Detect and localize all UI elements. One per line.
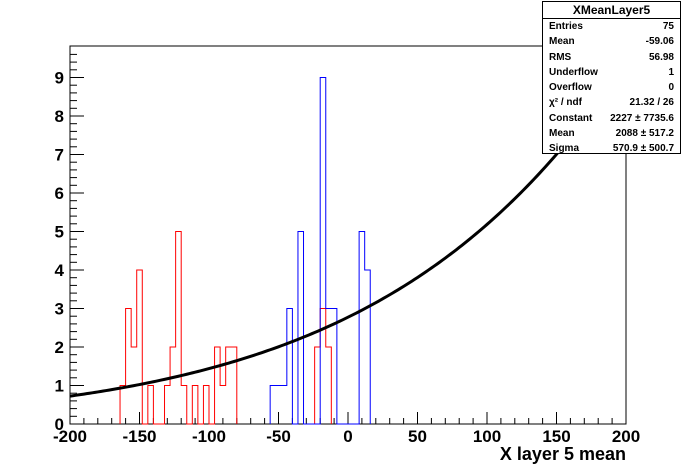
stats-value: 56.98 <box>648 51 674 63</box>
stats-row: Mean 2088 ± 517.2 <box>543 126 680 141</box>
x-tick-label: -200 <box>53 427 87 446</box>
stats-box: XMeanLayer5 Entries 75 Mean -59.06 RMS 56.98 U… <box>542 1 681 154</box>
y-tick-label: 7 <box>55 146 64 165</box>
stats-row: χ² / ndf 21.32 / 26 <box>543 95 680 110</box>
stats-rows: Entries 75 Mean -59.06 RMS 56.98 Underflow 1 Ove… <box>543 19 680 157</box>
y-tick-label: 8 <box>55 107 64 126</box>
x-tick-label: 50 <box>408 427 427 446</box>
stats-box-title: XMeanLayer5 <box>543 2 680 19</box>
stats-value: -59.06 <box>645 36 674 48</box>
stats-key: Mean <box>549 36 575 48</box>
plot-frame <box>69 45 627 425</box>
stats-key: Constant <box>549 112 593 124</box>
x-tick-label: 100 <box>473 427 501 446</box>
histogram-series-outline <box>269 77 371 425</box>
stats-row: Mean -59.06 <box>543 34 680 49</box>
stats-value: 2088 ± 517.2 <box>615 128 674 140</box>
stats-value: 1 <box>668 66 674 78</box>
stats-row: RMS 56.98 <box>543 50 680 65</box>
stats-key: Underflow <box>549 66 598 78</box>
stats-key: RMS <box>549 51 572 63</box>
y-tick-label: 5 <box>55 223 64 242</box>
stats-value: 0 <box>668 82 674 94</box>
x-tick-label: -100 <box>192 427 226 446</box>
stats-row: Entries 75 <box>543 19 680 34</box>
x-tick-label: 0 <box>343 427 352 446</box>
histogram-series <box>119 77 371 425</box>
x-tick-label: -150 <box>122 427 156 446</box>
x-tick-labels: -200 -150 -100 -50 0 50 100 150 200 <box>53 427 640 446</box>
y-tick-label: 6 <box>55 184 64 203</box>
stats-value: 2227 ± 7735.6 <box>610 112 674 124</box>
fit-curve <box>69 123 583 398</box>
stats-row: Sigma 570.9 ± 500.7 <box>543 141 680 156</box>
x-tick-label: 200 <box>612 427 640 446</box>
stats-value: 21.32 / 26 <box>629 97 674 109</box>
x-tick-label: 150 <box>542 427 570 446</box>
x-tick-label: -50 <box>266 427 291 446</box>
stats-value: 570.9 ± 500.7 <box>612 143 674 155</box>
y-tick-label: 2 <box>55 338 64 357</box>
stats-row: Constant 2227 ± 7735.6 <box>543 111 680 126</box>
stats-key: Overflow <box>549 82 592 94</box>
y-tick-labels: 0 1 2 3 4 5 6 7 8 9 <box>55 69 65 435</box>
stats-key: Mean <box>549 128 575 140</box>
y-tick-label: 1 <box>55 377 64 396</box>
y-tick-label: 3 <box>55 300 64 319</box>
x-axis-title: X layer 5 mean <box>500 444 626 464</box>
stats-row: Underflow 1 <box>543 65 680 80</box>
y-tick-label: 0 <box>55 415 64 434</box>
stats-key: Entries <box>549 21 583 32</box>
stats-key: Sigma <box>549 143 580 155</box>
y-tick-label: 4 <box>55 261 65 280</box>
y-tick-label: 9 <box>55 69 64 88</box>
stats-value: 75 <box>662 21 674 32</box>
stats-row: Overflow 0 <box>543 80 680 95</box>
stats-key: χ² / ndf <box>549 97 582 109</box>
histogram-series-outline <box>119 231 332 425</box>
